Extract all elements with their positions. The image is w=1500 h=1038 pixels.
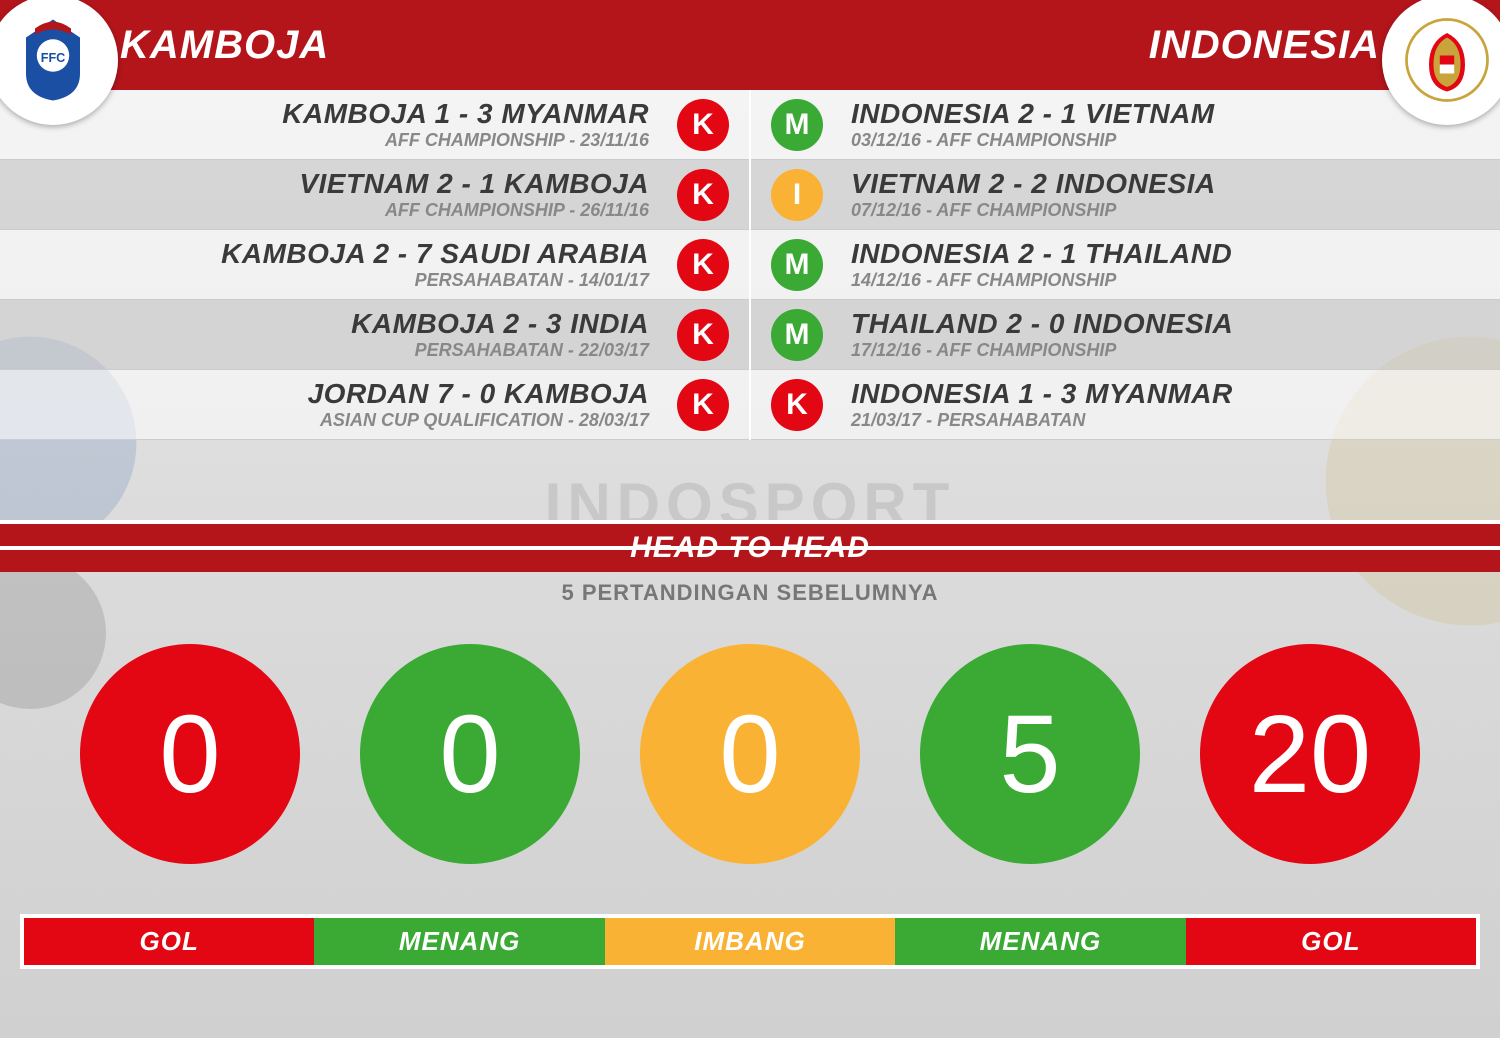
- result-badge: K: [677, 239, 729, 291]
- match-title: INDONESIA 2 - 1 VIETNAM: [851, 98, 1215, 130]
- match-row: M THAILAND 2 - 0 INDONESIA 17/12/16 - AF…: [751, 300, 1500, 370]
- h2h-subtitle: 5 PERTANDINGAN SEBELUMNYA: [0, 572, 1500, 614]
- result-badge: K: [677, 99, 729, 151]
- match-sub: 17/12/16 - AFF CHAMPIONSHIP: [851, 340, 1233, 361]
- match-title: KAMBOJA 2 - 3 INDIA: [351, 308, 649, 340]
- team-name-left: KAMBOJA: [120, 23, 329, 68]
- h2h-stat-circle: 0: [360, 644, 580, 864]
- legend-cell: MENANG: [895, 918, 1185, 965]
- result-badge: K: [677, 379, 729, 431]
- result-badge: K: [771, 379, 823, 431]
- match-row: VIETNAM 2 - 1 KAMBOJA AFF CHAMPIONSHIP -…: [0, 160, 749, 230]
- svg-text:FFC: FFC: [41, 51, 65, 65]
- match-sub: AFF CHAMPIONSHIP - 23/11/16: [282, 130, 649, 151]
- legend-cell: MENANG: [314, 918, 604, 965]
- match-sub: 14/12/16 - AFF CHAMPIONSHIP: [851, 270, 1232, 291]
- match-title: VIETNAM 2 - 2 INDONESIA: [851, 168, 1216, 200]
- match-sub: PERSAHABATAN - 14/01/17: [221, 270, 649, 291]
- logo-kamboja: FFC: [0, 0, 118, 125]
- match-title: KAMBOJA 2 - 7 SAUDI ARABIA: [221, 238, 649, 270]
- result-badge: M: [771, 239, 823, 291]
- result-badge: M: [771, 99, 823, 151]
- h2h-circles: 000520: [0, 614, 1500, 874]
- match-row: JORDAN 7 - 0 KAMBOJA ASIAN CUP QUALIFICA…: [0, 370, 749, 440]
- match-sub: 21/03/17 - PERSAHABATAN: [851, 410, 1233, 431]
- legend-cell: GOL: [24, 918, 314, 965]
- result-badge: K: [677, 169, 729, 221]
- match-row: K INDONESIA 1 - 3 MYANMAR 21/03/17 - PER…: [751, 370, 1500, 440]
- legend-cell: GOL: [1186, 918, 1476, 965]
- h2h-title-bar: HEAD TO HEAD: [0, 520, 1500, 572]
- team-name-right: INDONESIA: [1149, 23, 1380, 68]
- match-title: THAILAND 2 - 0 INDONESIA: [851, 308, 1233, 340]
- crest-indonesia-icon: [1402, 15, 1492, 105]
- match-row: KAMBOJA 2 - 3 INDIA PERSAHABATAN - 22/03…: [0, 300, 749, 370]
- result-badge: M: [771, 309, 823, 361]
- header-bar: FFC KAMBOJA INDONESIA: [0, 0, 1500, 90]
- match-row: I VIETNAM 2 - 2 INDONESIA 07/12/16 - AFF…: [751, 160, 1500, 230]
- match-sub: PERSAHABATAN - 22/03/17: [351, 340, 649, 361]
- match-title: KAMBOJA 1 - 3 MYANMAR: [282, 98, 649, 130]
- h2h-stat-circle: 0: [80, 644, 300, 864]
- match-sub: ASIAN CUP QUALIFICATION - 28/03/17: [308, 410, 649, 431]
- crest-kamboja-icon: FFC: [8, 15, 98, 105]
- logo-indonesia: [1382, 0, 1500, 125]
- match-sub: 07/12/16 - AFF CHAMPIONSHIP: [851, 200, 1216, 221]
- h2h-stat-circle: 0: [640, 644, 860, 864]
- result-badge: K: [677, 309, 729, 361]
- matches-col-left: KAMBOJA 1 - 3 MYANMAR AFF CHAMPIONSHIP -…: [0, 90, 751, 440]
- match-title: VIETNAM 2 - 1 KAMBOJA: [299, 168, 649, 200]
- match-row: KAMBOJA 2 - 7 SAUDI ARABIA PERSAHABATAN …: [0, 230, 749, 300]
- result-badge: I: [771, 169, 823, 221]
- h2h-title: HEAD TO HEAD: [630, 531, 870, 565]
- match-sub: AFF CHAMPIONSHIP - 26/11/16: [299, 200, 649, 221]
- h2h-stat-circle: 5: [920, 644, 1140, 864]
- h2h-stat-circle: 20: [1200, 644, 1420, 864]
- matches-col-right: M INDONESIA 2 - 1 VIETNAM 03/12/16 - AFF…: [751, 90, 1500, 440]
- match-row: M INDONESIA 2 - 1 THAILAND 14/12/16 - AF…: [751, 230, 1500, 300]
- match-sub: 03/12/16 - AFF CHAMPIONSHIP: [851, 130, 1215, 151]
- legend-cell: IMBANG: [605, 918, 895, 965]
- matches-grid: KAMBOJA 1 - 3 MYANMAR AFF CHAMPIONSHIP -…: [0, 90, 1500, 440]
- match-title: INDONESIA 1 - 3 MYANMAR: [851, 378, 1233, 410]
- match-title: JORDAN 7 - 0 KAMBOJA: [308, 378, 649, 410]
- h2h-legend: GOLMENANGIMBANGMENANGGOL: [20, 914, 1480, 969]
- match-title: INDONESIA 2 - 1 THAILAND: [851, 238, 1232, 270]
